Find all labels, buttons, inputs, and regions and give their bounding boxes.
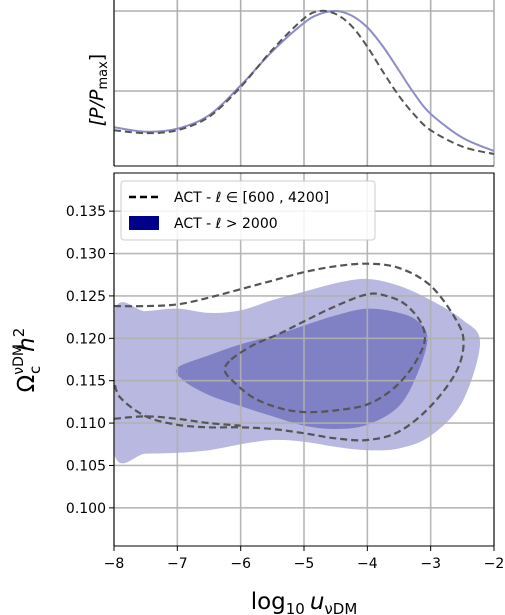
top-panel: [P/Pmax] (86, 0, 495, 167)
x-tick-label-6: −2 (484, 556, 505, 572)
x-tick-label-3: −5 (294, 556, 315, 572)
top-ylabel-main: [P/P (86, 89, 108, 126)
y-tick-label-5: 0.125 (66, 289, 106, 305)
y-axis-label: ΩνDMc h2 (10, 328, 44, 393)
y-tick-label-2: 0.110 (66, 416, 106, 432)
top-series-act-l-600-4200 (114, 9, 494, 156)
y-axis-label-h-sup: 2 (10, 328, 28, 338)
x-axis-label-var: u (310, 589, 325, 615)
top-ylabel-sub: max (96, 61, 111, 90)
x-tick-label-5: −3 (420, 556, 441, 572)
x-tick-label-0: −8 (104, 556, 125, 572)
y-axis-label-h: h (14, 337, 40, 352)
main-regions (114, 278, 481, 464)
y-axis-label-omega: Ω (14, 375, 40, 393)
x-axis-label-log: log (251, 589, 286, 615)
y-tick-label-7: 0.135 (66, 204, 106, 220)
y-ticks: 0.100 0.105 0.110 0.115 0.120 0.125 0.130 0.135 (66, 204, 114, 517)
legend-label-dashed: ACT - ℓ ∈ [600 , 4200] (174, 190, 329, 206)
top-lines (114, 9, 494, 156)
legend: ACT - ℓ ∈ [600 , 4200] ACT - ℓ > 2000 (120, 180, 376, 241)
y-tick-label-0: 0.100 (66, 501, 106, 517)
svg-text:ΩνDMch2: ΩνDMc h2 (10, 328, 44, 393)
x-tick-label-4: −4 (357, 556, 378, 572)
top-ylabel: [P/Pmax] (86, 54, 111, 126)
top-grid (113, 0, 495, 166)
contour-95-lower (114, 415, 241, 427)
main-panel: −8 −7 −6 −5 −4 −3 −2 0.100 0.105 0.110 0.115 0.120… (10, 172, 505, 615)
x-tick-label-2: −6 (230, 556, 251, 572)
y-tick-label-6: 0.130 (66, 247, 106, 263)
top-ylabel-end: ] (86, 54, 108, 61)
x-axis-label-log-sub: 10 (286, 600, 305, 615)
contour-95-upper (114, 262, 465, 442)
x-tick-label-1: −7 (167, 556, 188, 572)
y-tick-label-1: 0.105 (66, 458, 106, 474)
legend-box (120, 180, 376, 241)
svg-text:[P/Pmax]: [P/Pmax] (86, 54, 111, 126)
top-series-act-l-gt-2000 (114, 9, 494, 152)
legend-filled-swatch (129, 216, 159, 230)
legend-label-filled: ACT - ℓ > 2000 (174, 216, 278, 232)
x-axis-label: log10 uνDM (251, 589, 358, 615)
y-axis-label-sub: c (26, 366, 44, 374)
y-tick-label-3: 0.115 (66, 374, 106, 390)
x-ticks: −8 −7 −6 −5 −4 −3 −2 (104, 546, 505, 572)
main-contours (114, 262, 465, 442)
y-tick-label-4: 0.120 (66, 331, 106, 347)
y-axis-label-sup: νDM (11, 344, 27, 375)
x-axis-label-var-sub: νDM (324, 600, 357, 615)
